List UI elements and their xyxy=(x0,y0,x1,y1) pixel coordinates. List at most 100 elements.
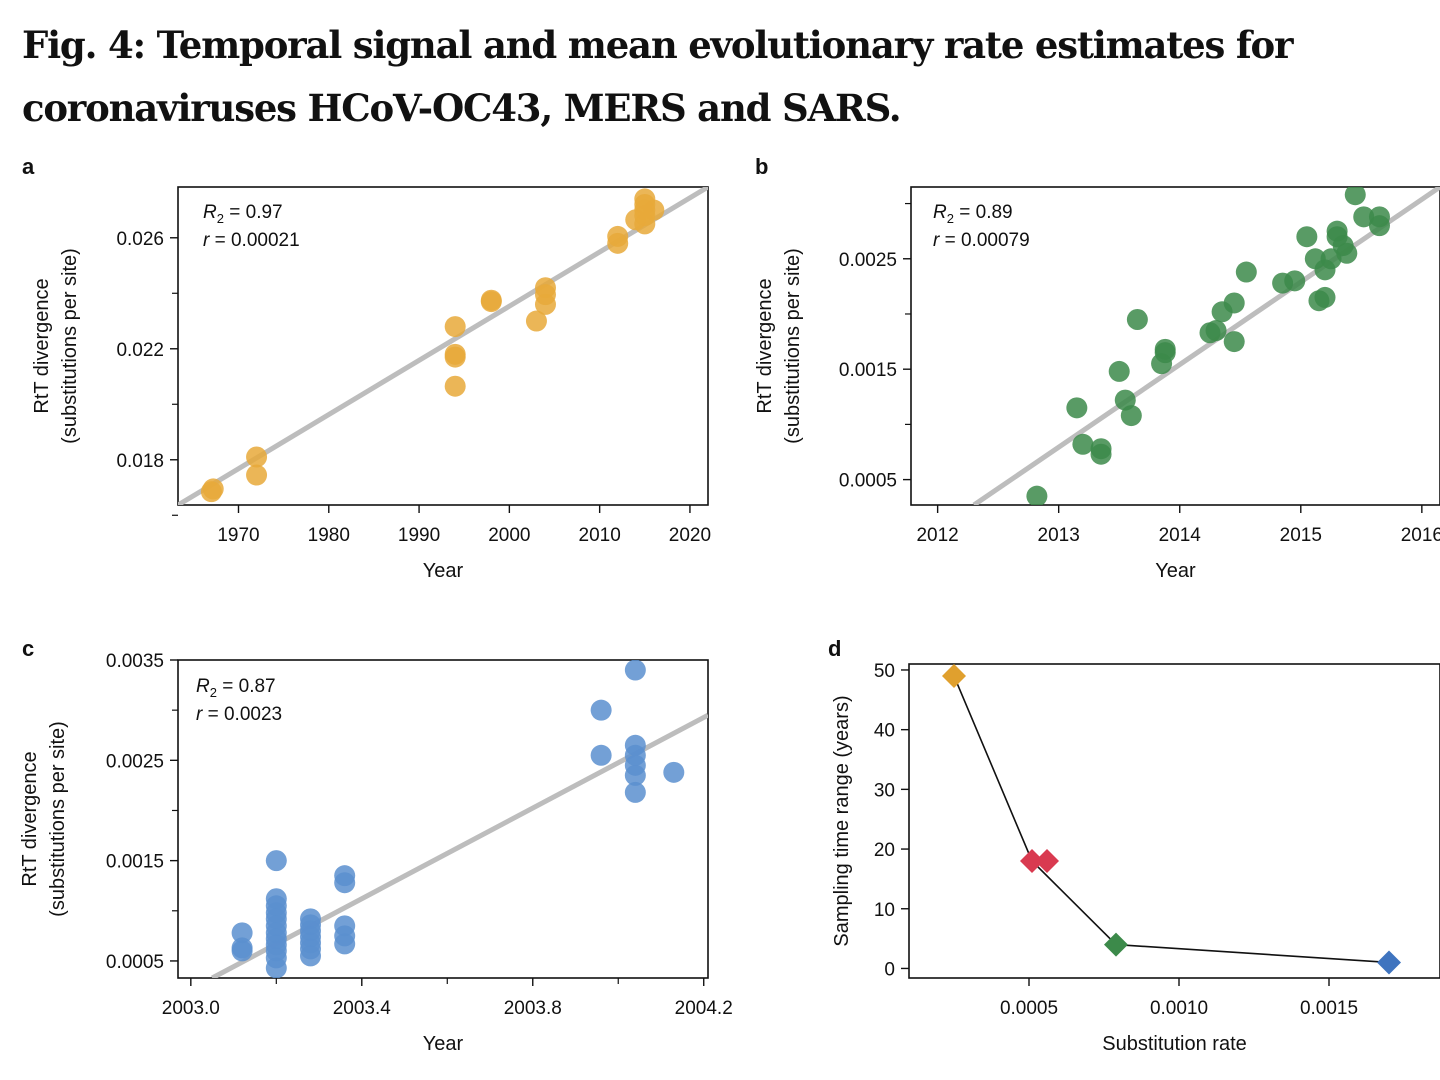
rate-symbol: r xyxy=(203,230,210,251)
y-axis-title: RtT divergence (substitutions per site) xyxy=(31,248,81,444)
data-point xyxy=(590,744,612,766)
diamond-marker xyxy=(1035,848,1059,873)
data-point xyxy=(444,346,466,368)
data-point xyxy=(444,375,466,397)
plot-area xyxy=(942,664,1401,975)
rate-value: = 0.0023 xyxy=(202,704,282,725)
x-tick-label: 2003.0 xyxy=(162,998,220,1019)
data-point xyxy=(480,291,502,313)
x-tick-label: 2012 xyxy=(916,525,958,546)
data-point xyxy=(1368,215,1390,237)
data-point xyxy=(1314,286,1336,308)
x-tick-label: 0.0005 xyxy=(1000,998,1058,1019)
r-squared-symbol: R xyxy=(196,676,210,697)
plot-area xyxy=(211,660,708,978)
y-axis-title-line: RtT divergence xyxy=(19,751,41,886)
data-point xyxy=(1223,292,1245,314)
data-point xyxy=(1353,206,1375,228)
r-squared-subscript: 2 xyxy=(210,685,217,700)
r-squared-symbol: R xyxy=(203,202,217,223)
data-point xyxy=(607,232,629,254)
plot-area xyxy=(178,187,708,505)
y-tick-label: 20 xyxy=(874,840,895,861)
y-axis-title-line: (substitutions per site) xyxy=(782,248,804,444)
plot-area xyxy=(972,187,1440,505)
x-tick-label: 1970 xyxy=(217,525,259,546)
y-axis-title-line: Sampling time range (years) xyxy=(831,695,853,946)
y-tick-label: 40 xyxy=(874,721,895,742)
y-tick-label: 10 xyxy=(874,900,895,921)
y-tick-label: 0.018 xyxy=(116,451,164,472)
y-tick-label: 0.026 xyxy=(116,229,164,250)
data-point xyxy=(1284,270,1306,292)
y-tick-label: 0.0025 xyxy=(106,751,164,772)
x-tick-label: 2014 xyxy=(1159,525,1202,546)
data-point xyxy=(246,464,268,486)
data-point xyxy=(334,933,356,955)
data-point xyxy=(534,293,556,315)
data-point xyxy=(231,922,253,944)
r-squared-value: = 0.97 xyxy=(224,202,283,223)
y-tick-label: 0 xyxy=(884,959,895,980)
data-point xyxy=(1026,485,1048,505)
y-axis-title: RtT divergence (substitutions per site) xyxy=(19,721,69,917)
data-point xyxy=(246,446,268,468)
data-point xyxy=(300,945,321,967)
data-point xyxy=(663,761,685,783)
plot-frame xyxy=(177,659,709,979)
x-axis-title: Year xyxy=(423,560,464,582)
regression-line xyxy=(211,712,708,978)
diamond-marker xyxy=(1104,932,1128,957)
x-tick-label: 2000 xyxy=(488,525,530,546)
y-tick-label: 0.022 xyxy=(116,340,164,361)
data-point xyxy=(624,781,646,803)
panel-c: c 2003.0 2003.4 2003.8 2004.2 0.0005 0.0015 0.0… xyxy=(19,636,733,1055)
x-tick-label: 0.0010 xyxy=(1150,998,1208,1019)
y-tick-label: 30 xyxy=(874,780,895,801)
x-tick-label: 2020 xyxy=(669,525,711,546)
data-point xyxy=(643,199,665,221)
data-point xyxy=(1223,331,1245,353)
r-squared-label: R2 = 0.97 xyxy=(203,202,283,226)
data-point xyxy=(1126,309,1148,330)
x-tick-label: 0.0015 xyxy=(1300,998,1358,1019)
data-point xyxy=(202,478,224,500)
panel-label: b xyxy=(755,154,768,179)
diamond-marker xyxy=(1020,848,1044,873)
figure-title: Fig. 4: Temporal signal and mean evoluti… xyxy=(22,23,1294,130)
panel-label: c xyxy=(22,636,34,661)
r-squared-label: R2 = 0.87 xyxy=(196,676,276,700)
diamond-marker xyxy=(942,664,966,688)
x-tick-label: 2013 xyxy=(1038,525,1080,546)
panel-d: d 0.0005 0.0010 0.0015 0 10 20 30 40 50 Substituti… xyxy=(828,636,1440,1055)
x-axis-title: Substitution rate xyxy=(1102,1033,1247,1055)
data-point xyxy=(1344,187,1366,206)
y-tick-label: 0.0005 xyxy=(106,952,164,973)
data-point xyxy=(444,316,466,338)
x-tick-label: 1980 xyxy=(308,525,350,546)
diamond-marker xyxy=(1377,950,1401,975)
data-point xyxy=(265,850,287,872)
y-axis-title-line: RtT divergence xyxy=(31,278,53,413)
x-tick-label: 2003.4 xyxy=(333,998,392,1019)
data-point xyxy=(624,660,646,681)
r-squared-label: R2 = 0.89 xyxy=(933,202,1013,226)
rate-label: r = 0.00079 xyxy=(933,230,1030,251)
x-axis-title: Year xyxy=(1155,560,1196,582)
r-squared-subscript: 2 xyxy=(217,211,224,226)
y-tick-label: 0.0005 xyxy=(839,471,897,492)
data-point xyxy=(1090,443,1112,465)
y-axis-title-line: (substitutions per site) xyxy=(59,248,81,444)
plot-frame xyxy=(910,186,1440,506)
data-point xyxy=(1072,433,1094,455)
y-tick-label: 0.0015 xyxy=(106,852,164,873)
y-tick-label: 0.0035 xyxy=(106,651,164,672)
data-point xyxy=(265,957,287,978)
rate-value: = 0.00079 xyxy=(939,230,1029,251)
rate-symbol: r xyxy=(933,230,940,251)
data-point xyxy=(334,872,356,894)
rate-label: r = 0.00021 xyxy=(203,230,300,251)
y-axis-title-line: (substitutions per site) xyxy=(47,721,69,917)
rate-symbol: r xyxy=(196,704,203,725)
x-tick-label: 2010 xyxy=(579,525,621,546)
